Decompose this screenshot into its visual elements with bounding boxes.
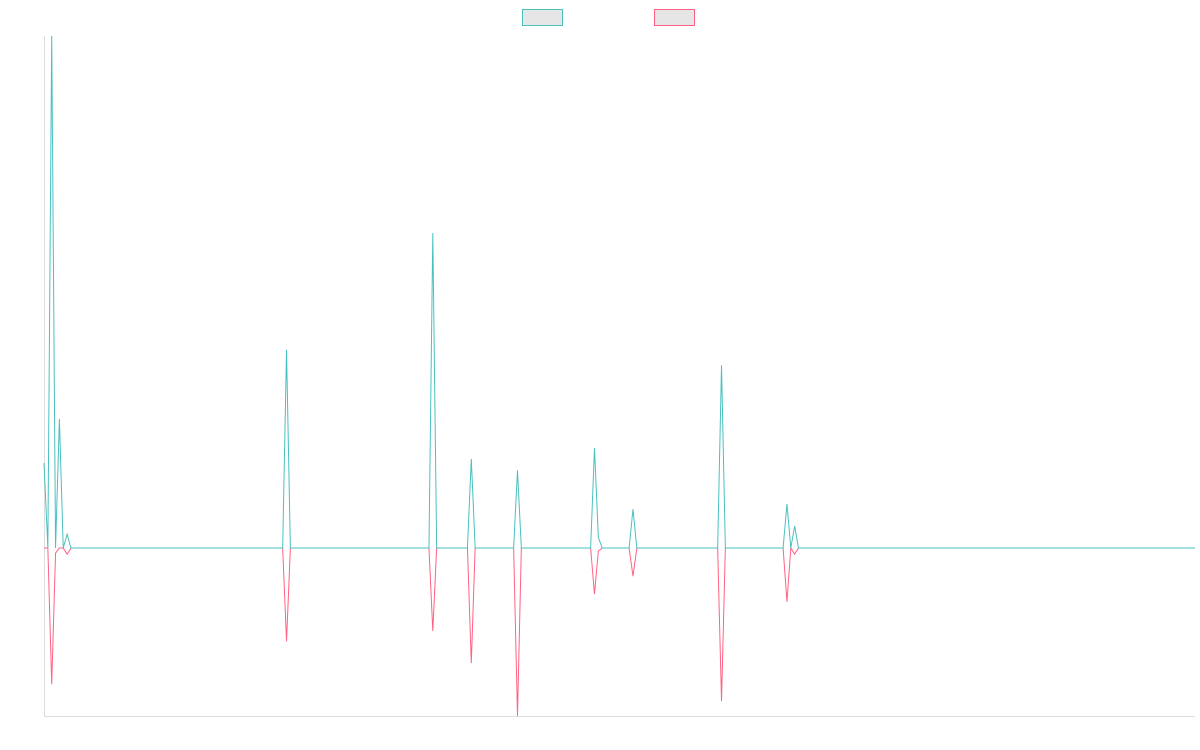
series-line <box>43 35 1195 549</box>
series-line <box>44 546 1195 717</box>
legend-swatch <box>654 9 695 26</box>
legend-swatch <box>522 9 563 26</box>
